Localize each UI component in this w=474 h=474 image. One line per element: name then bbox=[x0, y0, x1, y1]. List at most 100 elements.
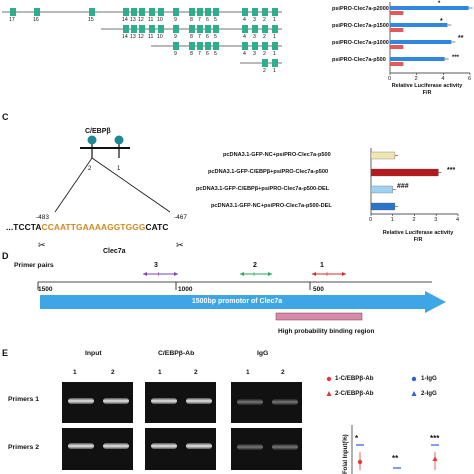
band bbox=[237, 444, 263, 450]
band bbox=[186, 398, 212, 404]
panel-d-letter: D bbox=[2, 251, 9, 261]
panel-c-xlabel-1: Relative Luciferase activity bbox=[382, 230, 454, 236]
binding-region-box bbox=[275, 312, 363, 321]
exon-box bbox=[262, 42, 268, 50]
primer-3-head bbox=[143, 272, 147, 276]
chip-ylabel: Folal Input(%) bbox=[343, 434, 349, 474]
exon-box bbox=[197, 42, 203, 50]
exon-number: 7 bbox=[198, 51, 201, 57]
exon-box bbox=[10, 8, 16, 16]
scissors-icon: ✂ bbox=[176, 241, 184, 251]
exon-number: 15 bbox=[88, 17, 94, 23]
lane-2-input: 2 bbox=[111, 369, 115, 376]
exon-box bbox=[139, 25, 145, 33]
chip-star-3: *** bbox=[430, 434, 440, 443]
exon-box bbox=[205, 25, 211, 33]
primer-1-head bbox=[342, 272, 346, 276]
exon-number: 11 bbox=[148, 34, 154, 40]
site-number-2: 2 bbox=[88, 166, 92, 172]
bar-red bbox=[390, 28, 404, 32]
exon-box bbox=[272, 25, 278, 33]
legend-2-igg: 2-IgG bbox=[421, 390, 437, 397]
legend-1-igg: 1-IgG bbox=[421, 375, 437, 382]
exon-number: 10 bbox=[157, 34, 163, 40]
panel-c-xlabel-2: F/R bbox=[413, 237, 423, 243]
bar-red bbox=[390, 45, 404, 49]
legend-1-cebpb: 1-C/EBPβ-Ab bbox=[335, 375, 374, 382]
exon-number: 17 bbox=[9, 17, 15, 23]
promoter-arrow bbox=[40, 291, 446, 313]
legend-2-cebpb: 2-C/EBPβ-Ab bbox=[335, 390, 374, 397]
region-label: High probability binding region bbox=[278, 328, 375, 335]
lane-1-input: 1 bbox=[73, 369, 77, 376]
exon-number: 2 bbox=[263, 68, 266, 74]
gel-input-primers2 bbox=[62, 428, 133, 470]
exon-box bbox=[139, 8, 145, 16]
band bbox=[103, 398, 129, 404]
primer-label-3: 3 bbox=[154, 262, 158, 269]
exon-box bbox=[205, 42, 211, 50]
band bbox=[237, 399, 263, 405]
group-cebpb-ab: C/EBPβ-Ab bbox=[158, 350, 195, 357]
exon-number: 2 bbox=[263, 17, 266, 23]
b-tick-label: 0 bbox=[388, 76, 392, 82]
exon-number: 9 bbox=[174, 34, 177, 40]
primer-3-head bbox=[174, 272, 178, 276]
chip-star-1: * bbox=[355, 434, 359, 443]
c-tick-label: 4 bbox=[456, 217, 460, 223]
sig-p2000: * bbox=[438, 1, 441, 7]
exon-number: 7 bbox=[198, 17, 201, 23]
construct-label-p2000: psiPRO-Clec7a-p2000 bbox=[332, 6, 389, 12]
exon-box bbox=[189, 25, 195, 33]
chip-point-red-triangle bbox=[432, 456, 438, 461]
gel-input-primers1 bbox=[62, 382, 133, 423]
legend-marker-red-circle bbox=[326, 376, 332, 382]
primer-2-head bbox=[268, 272, 272, 276]
exon-box bbox=[213, 42, 219, 50]
bar-blue bbox=[390, 40, 452, 44]
tick-1500: 1500 bbox=[38, 286, 53, 293]
exon-number: 2 bbox=[263, 34, 266, 40]
exon-box bbox=[189, 42, 195, 50]
sig-p1500: * bbox=[440, 18, 443, 25]
scissors-icon: ✂ bbox=[38, 241, 46, 251]
primer-label-2: 2 bbox=[253, 262, 257, 269]
band bbox=[272, 444, 298, 450]
band bbox=[68, 443, 94, 449]
c-tick-label: 3 bbox=[434, 217, 438, 223]
group-igg: IgG bbox=[257, 350, 269, 357]
c-construct-2: pcDNA3.1-GFP-C/EBPβ+psiPRO-Clec7a-p500 bbox=[208, 169, 329, 175]
bar-red bbox=[390, 11, 404, 15]
exon-number: 14 bbox=[122, 34, 128, 40]
tf-label: C/EBPβ bbox=[85, 128, 111, 135]
c-site-ball-2 bbox=[87, 135, 97, 145]
legend-marker-blue-circle bbox=[411, 376, 417, 382]
c-tick-label: 1 bbox=[390, 217, 394, 223]
c-bar bbox=[370, 202, 396, 211]
exon-number: 1 bbox=[273, 51, 276, 57]
band bbox=[272, 399, 298, 405]
exon-box bbox=[262, 59, 268, 67]
c-bar bbox=[370, 185, 393, 194]
exon-number: 1 bbox=[273, 17, 276, 23]
exon-box bbox=[272, 8, 278, 16]
c-sig-hash: ### bbox=[397, 183, 409, 190]
b-tick-label: 6 bbox=[468, 76, 472, 82]
primer-2-head bbox=[240, 272, 244, 276]
exon-number: 11 bbox=[148, 17, 154, 23]
row-primers-1: Primers 1 bbox=[8, 396, 39, 403]
exon-box bbox=[252, 25, 258, 33]
exon-box bbox=[173, 25, 179, 33]
exon-box bbox=[34, 8, 40, 16]
sequence-suffix: CATC bbox=[145, 222, 169, 232]
band bbox=[151, 398, 177, 404]
c-site-ball-1 bbox=[114, 135, 124, 145]
exon-number: 3 bbox=[253, 51, 256, 57]
exon-number: 4 bbox=[243, 34, 246, 40]
lane-1-igg: 1 bbox=[246, 369, 250, 376]
exon-number: 6 bbox=[206, 51, 209, 57]
exon-box bbox=[149, 8, 155, 16]
construct-label-p1500: psiPRO-Clec7a-p1500 bbox=[332, 23, 389, 29]
exon-box bbox=[213, 25, 219, 33]
sequence: ...TCCTACCAATTGAAAAGGTGGGCATC bbox=[6, 223, 169, 231]
